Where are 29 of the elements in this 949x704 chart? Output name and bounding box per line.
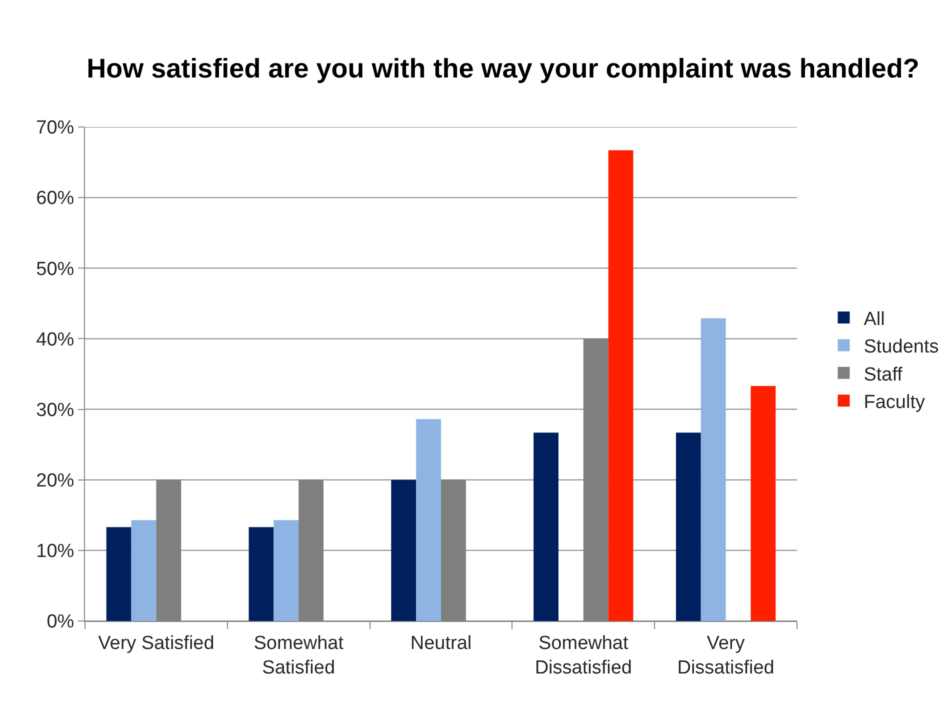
x-tick-label: Very Satisfied xyxy=(98,632,214,654)
bar xyxy=(131,520,156,621)
y-tick-label: 20% xyxy=(36,470,74,492)
x-tick-label: Neutral xyxy=(410,632,472,654)
legend-label: Staff xyxy=(864,364,904,386)
y-tick-label: 30% xyxy=(36,400,74,421)
y-tick-label: 50% xyxy=(36,258,74,280)
chart-title: How satisfied are you with the way your complaint was handled? xyxy=(86,53,920,84)
x-tick-label: Very Dissatisfied xyxy=(677,632,774,678)
bar xyxy=(534,432,558,621)
bar xyxy=(248,527,274,621)
x-tick-label: Somewhat Dissatisfied xyxy=(534,632,632,678)
legend-label: Faculty xyxy=(864,392,926,414)
y-tick-label: 60% xyxy=(36,188,74,210)
y-tick-label: 0% xyxy=(46,612,74,633)
legend-label: Students xyxy=(864,336,939,358)
bar xyxy=(750,386,776,621)
bar xyxy=(676,432,701,621)
y-tick-label: 70% xyxy=(36,118,74,139)
x-tick-label: Somewhat Satisfied xyxy=(254,632,344,678)
bar xyxy=(608,150,634,621)
bar xyxy=(106,527,132,621)
bar xyxy=(391,480,416,621)
y-tick-label: 40% xyxy=(36,329,74,350)
bar xyxy=(416,419,441,621)
y-tick-label: 10% xyxy=(36,541,74,562)
bar xyxy=(700,318,726,621)
bar xyxy=(274,520,299,621)
legend-label: All xyxy=(864,308,885,330)
